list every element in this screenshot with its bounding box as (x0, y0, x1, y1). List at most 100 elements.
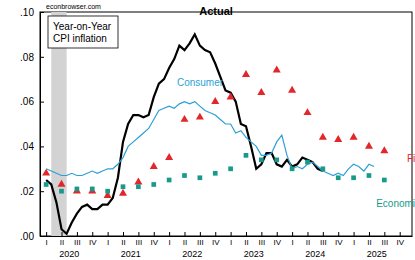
x-tick: I (107, 232, 109, 247)
x-tick-mark (46, 232, 47, 236)
series-marker (350, 133, 358, 140)
series-marker (227, 92, 235, 99)
series-marker (134, 178, 142, 185)
series-marker (242, 70, 250, 77)
series-marker (44, 182, 49, 187)
plot-frame (40, 12, 412, 236)
x-tick-mark (138, 232, 139, 236)
x-tick-mark (92, 232, 93, 236)
series-marker (365, 142, 373, 149)
x-tick: IV (150, 232, 158, 247)
title: Year-on-Year (53, 21, 112, 32)
x-tick-label: I (353, 238, 355, 247)
year-label: 2021 (121, 249, 141, 259)
y-tick-label: .08 (20, 52, 34, 63)
y-tick: .00 (20, 231, 44, 242)
series-marker (57, 180, 65, 187)
plot: .00.02.04.06.08.10IIIIIIIVIIIIIIIVIIIIII… (20, 5, 415, 259)
y-tick: .06 (20, 96, 44, 107)
y-axis: .00.02.04.06.08.10 (20, 7, 44, 242)
y-tick-mark (40, 191, 44, 192)
x-tick-label: II (183, 238, 187, 247)
series-marker (336, 175, 341, 180)
series-marker (259, 157, 264, 162)
x-tick-label: I (230, 238, 232, 247)
x-tick-label: II (60, 238, 64, 247)
series-marker (380, 146, 388, 153)
x-tick-label: IV (273, 238, 281, 247)
series-label: Economists (376, 198, 415, 209)
series-marker (180, 115, 188, 122)
year-label: 2020 (59, 249, 79, 259)
x-tick: I (291, 232, 293, 247)
x-tick-label: III (136, 238, 143, 247)
series-marker (334, 135, 342, 142)
series-marker (165, 153, 173, 160)
x-tick: IV (212, 232, 220, 247)
y-tick: .08 (20, 52, 44, 63)
x-tick-mark (246, 232, 247, 236)
x-tick: I (169, 232, 171, 247)
x-tick-mark (184, 232, 185, 236)
series-marker (42, 169, 50, 176)
x-tick: II (244, 232, 248, 247)
x-tick: III (259, 232, 266, 247)
x-tick: II (367, 232, 371, 247)
series-marker (303, 108, 311, 115)
x-tick-label: II (121, 238, 125, 247)
series-marker (367, 173, 372, 178)
x-tick-mark (154, 232, 155, 236)
series-marker (167, 178, 172, 183)
series-marker (213, 171, 218, 176)
series-marker (228, 166, 233, 171)
x-tick-label: IV (335, 238, 343, 247)
y-tick-label: .02 (20, 186, 34, 197)
x-tick: I (230, 232, 232, 247)
y-tick: .02 (20, 186, 44, 197)
x-tick: II (121, 232, 125, 247)
x-tick-mark (354, 232, 355, 236)
x-tick-mark (261, 232, 262, 236)
y-tick-mark (40, 12, 44, 13)
x-tick-mark (77, 232, 78, 236)
series-marker (119, 189, 127, 196)
series-label: Firm (407, 153, 415, 164)
x-tick-mark (323, 232, 324, 236)
y-tick-mark (40, 57, 44, 58)
series-marker (320, 166, 325, 171)
series-marker (73, 187, 81, 194)
x-tick-mark (307, 232, 308, 236)
title: CPI inflation (53, 33, 107, 44)
series-marker (274, 157, 279, 162)
x-tick-label: IV (150, 238, 158, 247)
title-box (48, 16, 118, 48)
x-tick-mark (369, 232, 370, 236)
y-tick-label: .10 (20, 7, 34, 18)
x-tick-mark (277, 232, 278, 236)
x-tick-label: II (244, 238, 248, 247)
series-marker (136, 184, 141, 189)
series-marker (105, 189, 110, 194)
y-tick: .10 (20, 7, 44, 18)
x-tick-mark (338, 232, 339, 236)
x-tick-label: I (46, 238, 48, 247)
series-marker (151, 182, 156, 187)
x-tick: III (197, 232, 204, 247)
y-tick-label: .06 (20, 96, 34, 107)
y-tick-label: .00 (20, 231, 34, 242)
year-label: 2024 (305, 249, 325, 259)
y-tick-mark (40, 146, 44, 147)
source-note: econbrowser.com (46, 3, 101, 10)
series-marker (288, 86, 296, 93)
year-label: 2023 (244, 249, 264, 259)
series-marker (59, 189, 64, 194)
x-tick-label: IV (89, 238, 97, 247)
x-tick: III (74, 232, 81, 247)
year-label: 2025 (367, 249, 387, 259)
x-tick-mark (123, 232, 124, 236)
series-marker (196, 113, 204, 120)
series-marker (382, 178, 387, 183)
x-tick-label: I (107, 238, 109, 247)
x-tick-label: I (169, 238, 171, 247)
series-marker (88, 187, 96, 194)
